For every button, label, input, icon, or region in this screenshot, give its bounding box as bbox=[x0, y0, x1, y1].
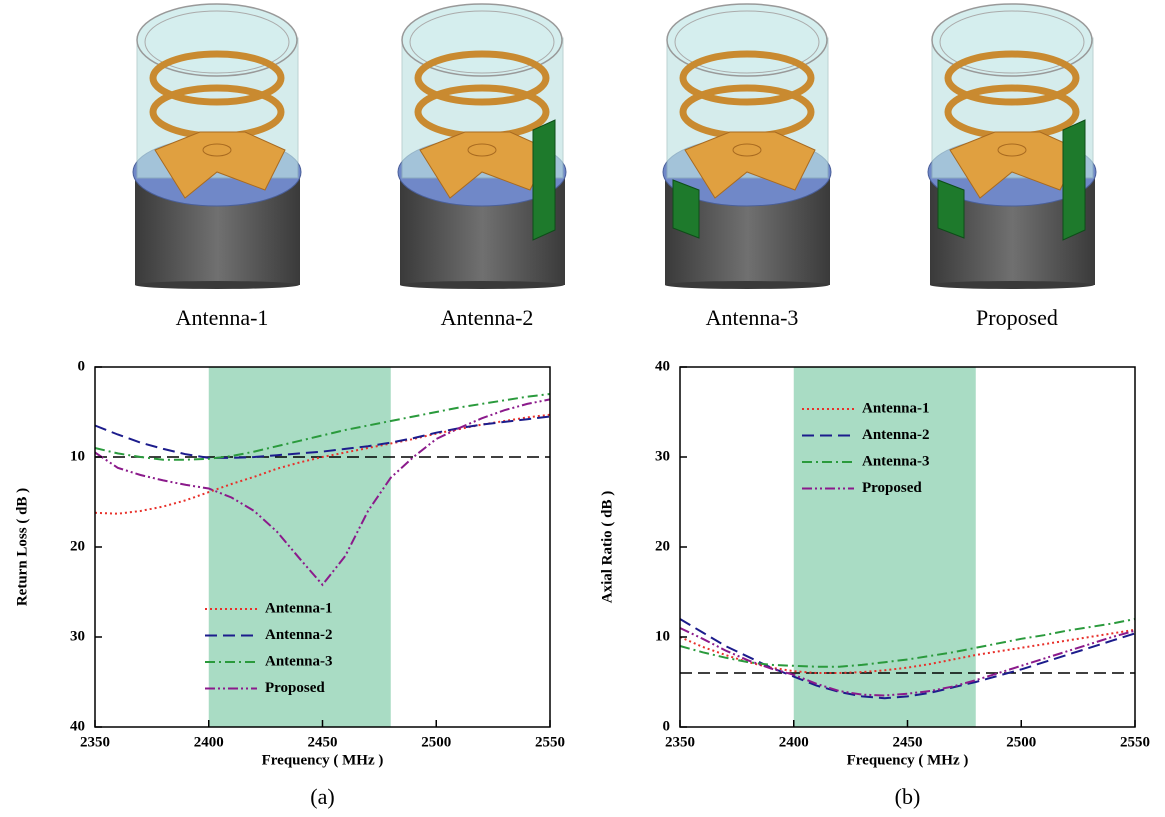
parasitic-patch bbox=[532, 119, 556, 241]
antenna-image bbox=[397, 3, 567, 289]
base-top bbox=[930, 281, 1094, 289]
radome-rim bbox=[409, 10, 555, 74]
radome-rim bbox=[144, 10, 290, 74]
radome-rim bbox=[674, 10, 820, 74]
parasitic-patch bbox=[1062, 119, 1086, 241]
feed-center bbox=[467, 143, 497, 157]
legend-label: Antenna-2 bbox=[265, 627, 333, 643]
legend-label: Antenna-3 bbox=[265, 653, 333, 669]
y-tick-label: 0 bbox=[78, 358, 86, 374]
chart: 2350 2400 2450 2500 2550 0 10 20 30 40 Frequency (… bbox=[599, 358, 1150, 809]
parasitic-patch bbox=[937, 179, 965, 239]
feed-center bbox=[202, 143, 232, 157]
antenna-images bbox=[132, 3, 1097, 289]
base-top bbox=[135, 281, 299, 289]
x-tick-label: 2350 bbox=[665, 734, 695, 750]
x-axis-title: Frequency ( MHz ) bbox=[847, 752, 969, 768]
y-tick-label: 30 bbox=[655, 448, 670, 464]
legend-label: Antenna-3 bbox=[862, 453, 930, 469]
y-tick-label: 40 bbox=[70, 718, 85, 734]
shaded-band bbox=[208, 367, 391, 727]
antenna-image bbox=[132, 3, 302, 289]
y-tick-label: 20 bbox=[655, 538, 670, 554]
legend-label: Antenna-1 bbox=[265, 600, 333, 616]
spiral-turn bbox=[679, 50, 815, 106]
x-tick-label: 2400 bbox=[194, 734, 224, 750]
series-line bbox=[679, 618, 1136, 668]
y-axis-title: Axial Ratio ( dB ) bbox=[599, 491, 615, 604]
parasitic-patch bbox=[672, 179, 700, 239]
spiral-turn bbox=[149, 50, 285, 106]
series-line bbox=[94, 398, 551, 587]
feed bbox=[154, 131, 286, 199]
x-tick-label: 2350 bbox=[80, 734, 110, 750]
x-tick-label: 2500 bbox=[1006, 734, 1036, 750]
x-tick-label: 2400 bbox=[779, 734, 809, 750]
y-tick-label: 30 bbox=[70, 628, 85, 644]
feed-center bbox=[997, 143, 1027, 157]
feed-center bbox=[732, 143, 762, 157]
image-caption: Antenna-1 bbox=[176, 305, 269, 330]
series-line bbox=[94, 393, 551, 461]
panel-caption: (b) bbox=[895, 784, 921, 809]
antenna-image bbox=[927, 3, 1097, 289]
series-line bbox=[679, 618, 1136, 700]
y-tick-label: 10 bbox=[70, 448, 85, 464]
antenna-image bbox=[662, 3, 832, 289]
y-tick-label: 40 bbox=[655, 358, 670, 374]
series-line bbox=[679, 627, 1136, 697]
legend-label: Proposed bbox=[265, 680, 325, 696]
y-axis-title: Return Loss ( dB ) bbox=[14, 488, 30, 606]
image-caption: Antenna-2 bbox=[441, 305, 534, 330]
radome-rim bbox=[939, 10, 1085, 74]
spiral-turn bbox=[414, 50, 550, 106]
x-tick-label: 2450 bbox=[893, 734, 923, 750]
spiral-turn bbox=[944, 50, 1080, 106]
legend-label: Antenna-2 bbox=[862, 427, 930, 443]
y-tick-label: 20 bbox=[70, 538, 85, 554]
image-caption: Antenna-3 bbox=[706, 305, 799, 330]
x-tick-label: 2450 bbox=[308, 734, 338, 750]
base-top bbox=[665, 281, 829, 289]
feed bbox=[684, 131, 816, 199]
x-tick-label: 2550 bbox=[535, 734, 565, 750]
image-caption: Proposed bbox=[976, 305, 1058, 330]
y-tick-label: 10 bbox=[655, 628, 670, 644]
x-tick-label: 2550 bbox=[1120, 734, 1150, 750]
base-top bbox=[400, 281, 564, 289]
legend-label: Antenna-1 bbox=[862, 400, 930, 416]
x-axis-title: Frequency ( MHz ) bbox=[262, 752, 384, 768]
legend-label: Proposed bbox=[862, 480, 922, 496]
x-tick-label: 2500 bbox=[421, 734, 451, 750]
series-line bbox=[94, 415, 551, 459]
y-tick-label: 0 bbox=[663, 718, 671, 734]
chart: 2350 2400 2450 2500 2550 0 10 20 30 40 Frequency (… bbox=[14, 358, 565, 809]
panel-caption: (a) bbox=[310, 784, 334, 809]
